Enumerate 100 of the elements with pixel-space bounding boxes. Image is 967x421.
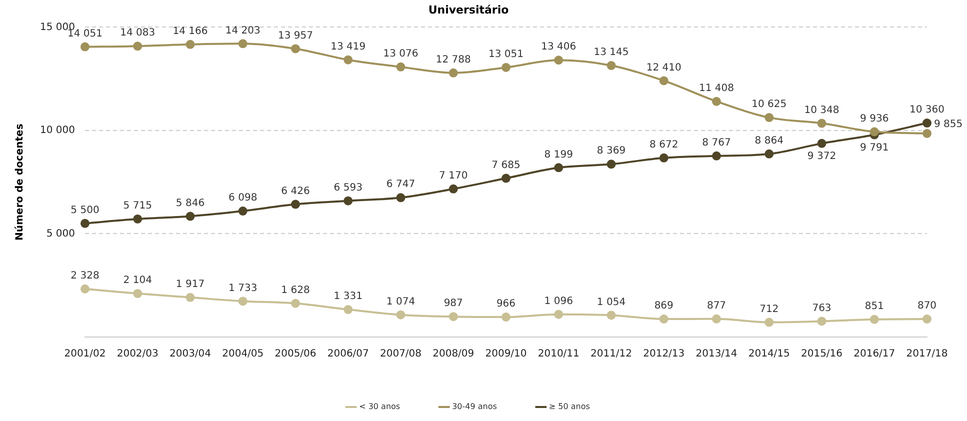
data-label: 869 (654, 300, 674, 312)
x-tick-label: 2001/02 (64, 348, 106, 360)
point (922, 128, 932, 138)
point (133, 289, 142, 298)
point (396, 193, 406, 202)
data-label: 7 170 (439, 170, 468, 182)
x-tick-label: 2016/17 (854, 348, 896, 360)
data-label: 12 410 (646, 62, 682, 74)
data-label: 13 957 (278, 30, 313, 42)
x-tick-label: 2006/07 (327, 348, 369, 360)
data-label: 870 (917, 300, 937, 312)
data-label: 1 096 (544, 296, 573, 307)
x-tick-label: 2015/16 (800, 348, 843, 360)
point (764, 149, 774, 158)
point (501, 312, 510, 322)
data-label: 8 199 (544, 149, 573, 160)
data-label: 763 (812, 302, 832, 314)
point (606, 310, 616, 320)
point (501, 174, 510, 183)
point (870, 127, 879, 136)
point (396, 310, 406, 320)
point (817, 316, 826, 326)
data-label: 9 936 (860, 113, 889, 124)
data-label: 712 (760, 304, 779, 315)
data-label: 6 747 (386, 179, 416, 190)
point (764, 318, 774, 327)
point (712, 151, 721, 160)
data-label: 5 715 (123, 200, 152, 212)
x-tick-label: 2013/14 (696, 348, 738, 360)
point (290, 44, 300, 54)
point (290, 298, 300, 308)
x-tick-label: 2003/04 (169, 348, 212, 360)
point (238, 39, 248, 48)
point (817, 118, 826, 128)
data-label: 8 369 (596, 146, 626, 157)
x-tick-label: 2002/03 (116, 348, 158, 360)
data-label: 6 098 (228, 192, 258, 204)
data-label: 13 051 (488, 49, 524, 60)
x-tick-label: 2014/15 (748, 348, 790, 360)
point (344, 305, 353, 314)
x-tick-label: 2012/13 (643, 348, 685, 360)
point (344, 196, 353, 206)
legend-label: ≥ 50 anos (548, 402, 590, 412)
point (712, 96, 721, 106)
data-label: 11 408 (699, 82, 734, 94)
data-label: 6 593 (334, 182, 362, 194)
x-tick-label: 2005/06 (274, 348, 316, 360)
data-label: 13 406 (541, 42, 576, 53)
point (238, 206, 248, 216)
point (133, 214, 142, 224)
point (133, 42, 142, 51)
point (922, 314, 932, 324)
data-label: 8 672 (650, 139, 678, 150)
x-tick-label: 2011/12 (590, 348, 632, 360)
data-label: 1 628 (281, 284, 310, 296)
data-label: 1 331 (334, 291, 362, 302)
legend-label: 30-49 anos (452, 402, 497, 412)
point (870, 314, 879, 324)
point (606, 160, 616, 169)
data-label: 1 917 (176, 279, 205, 290)
point (817, 138, 826, 148)
point (712, 314, 721, 324)
data-label: 9 855 (934, 119, 963, 130)
point (501, 62, 510, 72)
data-label: 10 348 (804, 104, 840, 116)
point (80, 42, 90, 52)
point (922, 118, 932, 128)
point (448, 184, 458, 194)
x-tick-label: 2007/08 (380, 348, 422, 360)
data-label: 2 328 (70, 270, 100, 282)
data-label: 1 074 (386, 296, 416, 308)
y-tick-label: 5 000 (46, 228, 75, 240)
point (606, 61, 616, 70)
legend-label: < 30 anos (359, 402, 400, 412)
x-tick-label: 2010/11 (538, 348, 580, 360)
data-label: 13 145 (594, 47, 629, 58)
x-tick-label: 2004/05 (222, 348, 264, 360)
data-label: 13 419 (330, 41, 366, 52)
point (659, 76, 668, 86)
point (764, 113, 774, 122)
point (659, 314, 668, 324)
point (659, 153, 668, 162)
data-label: 10 625 (752, 99, 787, 110)
point (344, 55, 353, 64)
data-label: 14 203 (225, 25, 260, 36)
data-label: 9 791 (860, 142, 889, 154)
data-label: 8 767 (702, 138, 731, 149)
data-label: 8 864 (754, 136, 784, 147)
data-label: 9 372 (807, 151, 836, 162)
data-label: 2 104 (123, 275, 152, 286)
data-label: 7 685 (492, 160, 520, 171)
data-label: 1 054 (596, 296, 626, 308)
point (80, 284, 90, 294)
y-axis-title: Número de docentes (14, 124, 26, 240)
x-tick-label: 2009/10 (485, 348, 527, 360)
point (186, 40, 195, 49)
x-tick-label: 2017/18 (906, 348, 948, 360)
data-label: 877 (706, 300, 726, 312)
point (448, 312, 458, 322)
point (554, 56, 564, 65)
